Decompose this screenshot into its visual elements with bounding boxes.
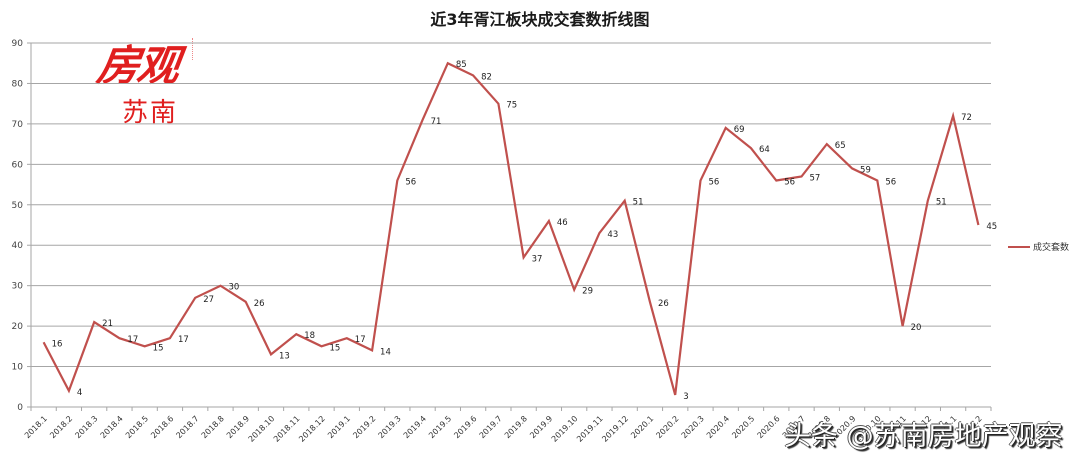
logo-text-sub: 苏南 bbox=[122, 98, 179, 128]
data-label: 21 bbox=[102, 319, 113, 329]
brand-logo: 房观 苏南 bbox=[92, 32, 212, 128]
x-tick-label: 2018.12 bbox=[297, 414, 327, 444]
x-tick-label: 2020.2 bbox=[654, 414, 680, 440]
x-tick-label: 2019.1 bbox=[326, 414, 352, 440]
y-tick-label: 40 bbox=[12, 241, 24, 251]
x-tick-label: 2019.10 bbox=[550, 414, 580, 444]
y-tick-label: 0 bbox=[17, 403, 23, 413]
data-label: 17 bbox=[178, 335, 189, 345]
x-tick-label: 2019.12 bbox=[600, 414, 630, 444]
data-label: 30 bbox=[228, 283, 239, 293]
data-label: 56 bbox=[784, 178, 795, 188]
x-tick-label: 2018.2 bbox=[48, 414, 74, 440]
x-tick-label: 2018.5 bbox=[124, 414, 150, 440]
y-tick-label: 60 bbox=[12, 160, 24, 170]
y-axis: 0 10 20 30 40 50 60 70 80 90 bbox=[12, 39, 32, 413]
y-tick-label: 30 bbox=[12, 282, 24, 292]
x-tick-label: 2020.1 bbox=[629, 414, 655, 440]
data-label: 69 bbox=[734, 125, 745, 135]
data-label: 26 bbox=[254, 299, 265, 309]
data-label: 18 bbox=[304, 331, 315, 341]
x-tick-label: 2019.7 bbox=[478, 414, 504, 440]
data-label: 64 bbox=[759, 145, 770, 155]
data-label: 43 bbox=[607, 230, 618, 240]
data-label: 14 bbox=[380, 347, 391, 357]
data-label: 29 bbox=[582, 287, 593, 297]
y-tick-label: 20 bbox=[12, 322, 24, 332]
data-label: 59 bbox=[860, 165, 871, 175]
y-tick-label: 10 bbox=[12, 363, 24, 373]
data-label: 15 bbox=[330, 343, 341, 353]
data-label: 37 bbox=[532, 254, 543, 264]
y-tick-label: 50 bbox=[12, 201, 24, 211]
x-tick-label: 2019.4 bbox=[402, 414, 428, 440]
x-tick-label: 2019.2 bbox=[351, 414, 377, 440]
data-label: 75 bbox=[506, 101, 517, 111]
watermark: 头条 @苏南房地产观察 bbox=[784, 421, 1063, 452]
data-label: 56 bbox=[708, 178, 719, 188]
x-tick-label: 2018.4 bbox=[99, 414, 125, 440]
x-tick-label: 2018.11 bbox=[272, 414, 302, 444]
y-tick-label: 70 bbox=[12, 120, 24, 130]
x-tick-label: 2018.6 bbox=[149, 414, 175, 440]
data-label: 56 bbox=[885, 178, 896, 188]
series-line-成交套数 bbox=[42, 61, 980, 396]
chart-title: 近3年胥江板块成交套数折线图 bbox=[430, 10, 650, 29]
data-label: 15 bbox=[153, 343, 164, 353]
data-label: 51 bbox=[936, 198, 947, 208]
data-label: 46 bbox=[557, 218, 568, 228]
data-label: 56 bbox=[405, 178, 416, 188]
data-label: 27 bbox=[203, 295, 214, 305]
data-label: 17 bbox=[355, 335, 366, 345]
data-label: 57 bbox=[810, 173, 821, 183]
data-labels: 16 4 21 17 15 17 27 30 26 13 18 15 17 14 56 71 85 82 75 37 4… bbox=[52, 60, 998, 402]
data-label: 16 bbox=[52, 339, 63, 349]
x-tick-label: 2018.10 bbox=[247, 414, 277, 444]
x-tick-label: 2018.8 bbox=[200, 414, 226, 440]
x-tick-label: 2019.5 bbox=[427, 414, 453, 440]
y-tick-label: 80 bbox=[12, 79, 24, 89]
legend-line-swatch bbox=[1008, 245, 1030, 248]
x-tick-label: 2019.11 bbox=[575, 414, 605, 444]
x-tick-label: 2018.7 bbox=[174, 414, 200, 440]
logo-decoration bbox=[192, 38, 199, 60]
data-label: 45 bbox=[986, 222, 997, 232]
data-label: 51 bbox=[633, 198, 644, 208]
x-tick-label: 2020.6 bbox=[756, 414, 782, 440]
data-label: 85 bbox=[456, 60, 467, 70]
data-label: 72 bbox=[961, 113, 972, 123]
data-label: 26 bbox=[658, 299, 669, 309]
data-label: 20 bbox=[911, 323, 922, 333]
gridlines bbox=[31, 42, 991, 408]
data-label: 17 bbox=[127, 335, 138, 345]
x-tick-label: 2020.5 bbox=[730, 414, 756, 440]
data-label: 4 bbox=[77, 388, 82, 398]
x-tick-label: 2018.3 bbox=[73, 414, 99, 440]
x-tick-label: 2018.1 bbox=[23, 414, 49, 440]
legend-label: 成交套数 bbox=[1033, 243, 1070, 253]
data-label: 3 bbox=[683, 392, 688, 402]
x-tick-label: 2020.4 bbox=[705, 414, 731, 440]
x-tick-label: 2020.3 bbox=[680, 414, 706, 440]
y-tick-label: 90 bbox=[12, 39, 24, 49]
data-label: 82 bbox=[481, 72, 492, 82]
x-tick-label: 2019.6 bbox=[452, 414, 478, 440]
x-tick-label: 2019.3 bbox=[377, 414, 403, 440]
legend: 成交套数 bbox=[1008, 240, 1069, 253]
data-label: 65 bbox=[835, 141, 846, 151]
data-label: 71 bbox=[431, 117, 442, 127]
data-label: 13 bbox=[279, 351, 290, 361]
x-tick-label: 2019.8 bbox=[503, 414, 529, 440]
